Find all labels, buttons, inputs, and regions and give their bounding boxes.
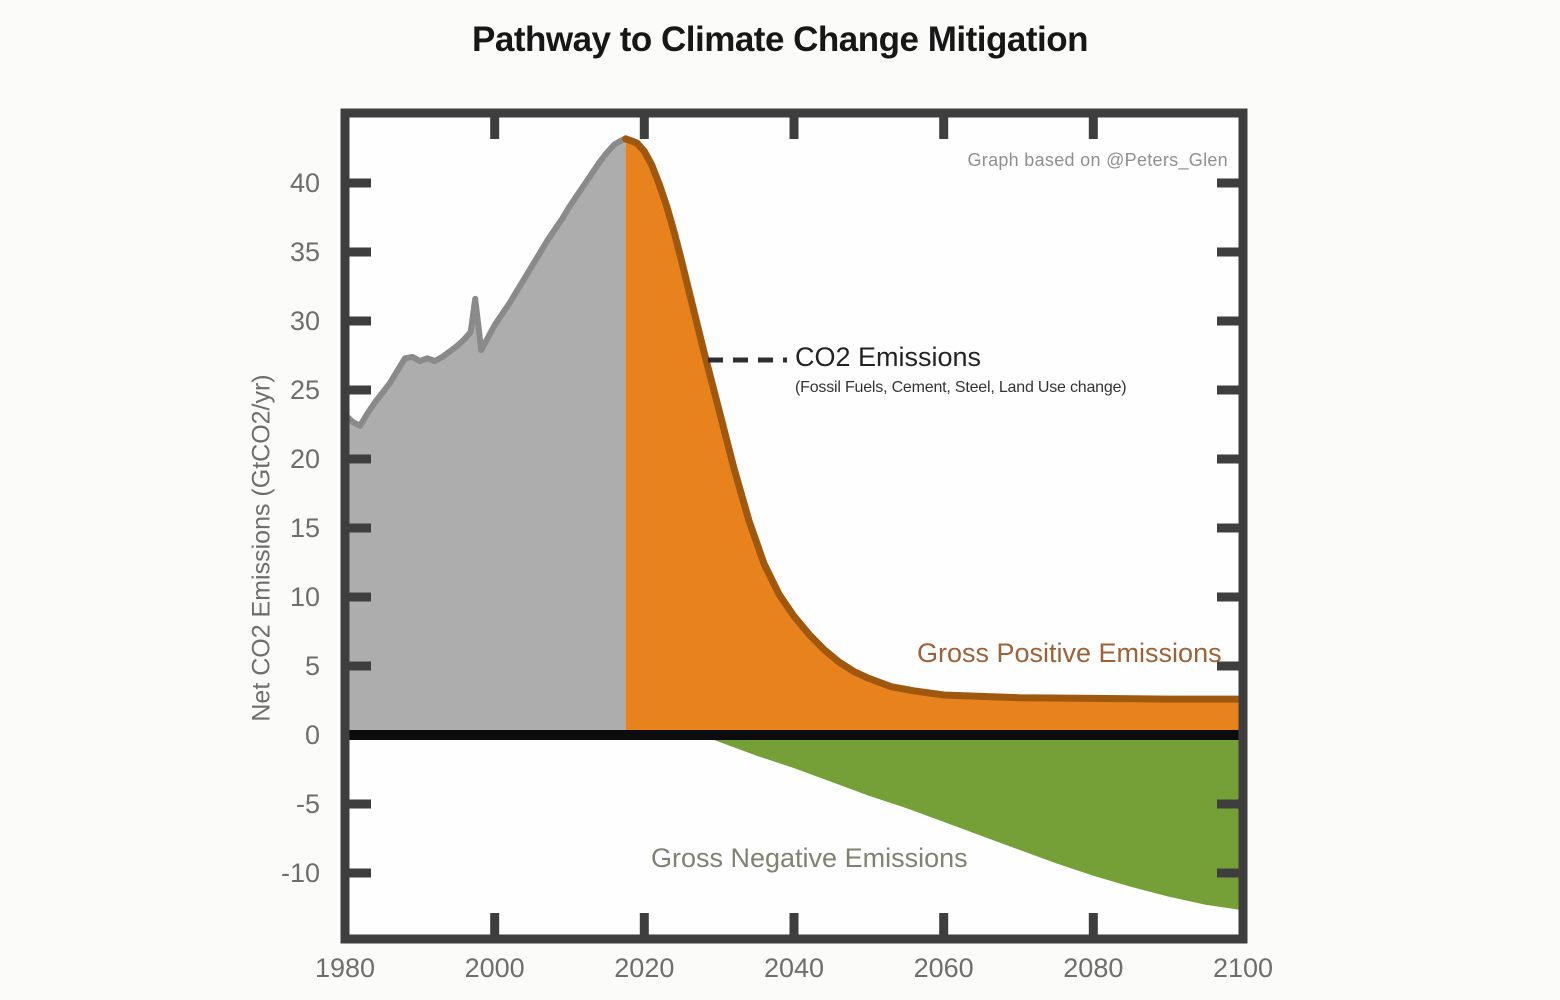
x-tick-label: 2020 xyxy=(614,953,675,983)
historical-emissions-line xyxy=(342,135,629,429)
y-tick-label: 5 xyxy=(304,651,320,681)
co2-emissions-label: CO2 Emissions xyxy=(795,342,982,372)
y-tick-label: 20 xyxy=(289,444,320,474)
co2-emissions-sublabel: (Fossil Fuels, Cement, Steel, Land Use c… xyxy=(795,379,1127,396)
positive-emissions-area xyxy=(625,138,1243,736)
y-tick-label: -5 xyxy=(295,789,320,819)
co2-emissions-annotation: CO2 Emissions (Fossil Fuels, Cement, Ste… xyxy=(795,342,1127,397)
gross-positive-emissions-label: Gross Positive Emissions xyxy=(917,638,1222,668)
y-tick-label: 15 xyxy=(289,513,320,543)
x-tick-label: 1980 xyxy=(314,953,376,983)
x-tick-label: 2000 xyxy=(464,953,525,983)
negative-emissions-area xyxy=(700,735,1243,911)
y-tick-label: 0 xyxy=(304,720,320,750)
y-tick-label: 40 xyxy=(289,168,320,198)
x-tick-label: 2080 xyxy=(1063,953,1124,983)
plot-frame xyxy=(340,108,1248,944)
y-tick-label: 25 xyxy=(289,375,320,405)
y-tick-label: 10 xyxy=(289,582,320,612)
y-tick-label: 35 xyxy=(289,237,320,267)
historical-emissions-area xyxy=(345,138,626,736)
y-tick-label: 30 xyxy=(289,306,320,336)
x-tick-label: 2100 xyxy=(1212,953,1274,983)
y-tick-label: -10 xyxy=(280,858,320,888)
attribution-text: Graph based on @Peters_Glen xyxy=(967,150,1228,170)
x-tick-label: 2060 xyxy=(913,953,974,983)
gross-negative-emissions-label: Gross Negative Emissions xyxy=(651,843,968,873)
chart-title: Pathway to Climate Change Mitigation xyxy=(472,20,1088,59)
x-tick-label: 2040 xyxy=(763,953,825,983)
positive-emissions-line xyxy=(622,135,1247,703)
